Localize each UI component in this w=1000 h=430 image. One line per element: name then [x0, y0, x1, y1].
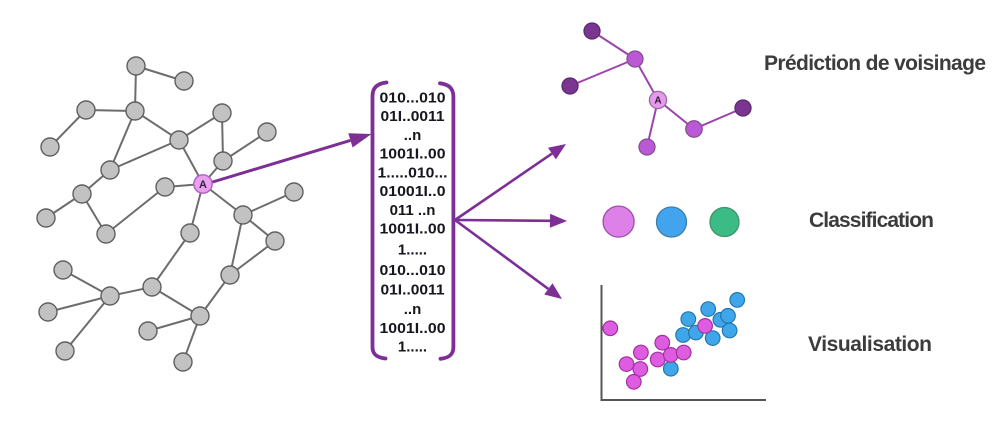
svg-text:1.....: 1.....	[398, 241, 427, 258]
svg-text:010...010: 010...010	[380, 262, 446, 279]
svg-text:A: A	[654, 96, 661, 107]
svg-text:1001I..00: 1001I..00	[380, 146, 446, 163]
svg-text:1.....010...: 1.....010...	[378, 164, 448, 181]
svg-text:Visualisation: Visualisation	[808, 333, 932, 356]
svg-text:1.....: 1.....	[398, 339, 427, 356]
svg-text:1001I..00: 1001I..00	[380, 221, 446, 238]
svg-text:..n: ..n	[404, 127, 422, 144]
svg-text:01I..0011: 01I..0011	[381, 282, 445, 299]
svg-text:011 ..n: 011 ..n	[390, 202, 436, 219]
svg-text:1001I..00: 1001I..00	[380, 320, 446, 337]
svg-text:..n: ..n	[404, 301, 422, 318]
svg-text:010...010: 010...010	[380, 89, 446, 106]
svg-text:01I..0011: 01I..0011	[381, 108, 445, 125]
svg-text:01001I..0: 01001I..0	[380, 183, 446, 200]
svg-text:Classification: Classification	[809, 209, 934, 232]
svg-text:A: A	[199, 179, 207, 191]
svg-text:Prédiction de voisinage: Prédiction de voisinage	[764, 52, 986, 75]
